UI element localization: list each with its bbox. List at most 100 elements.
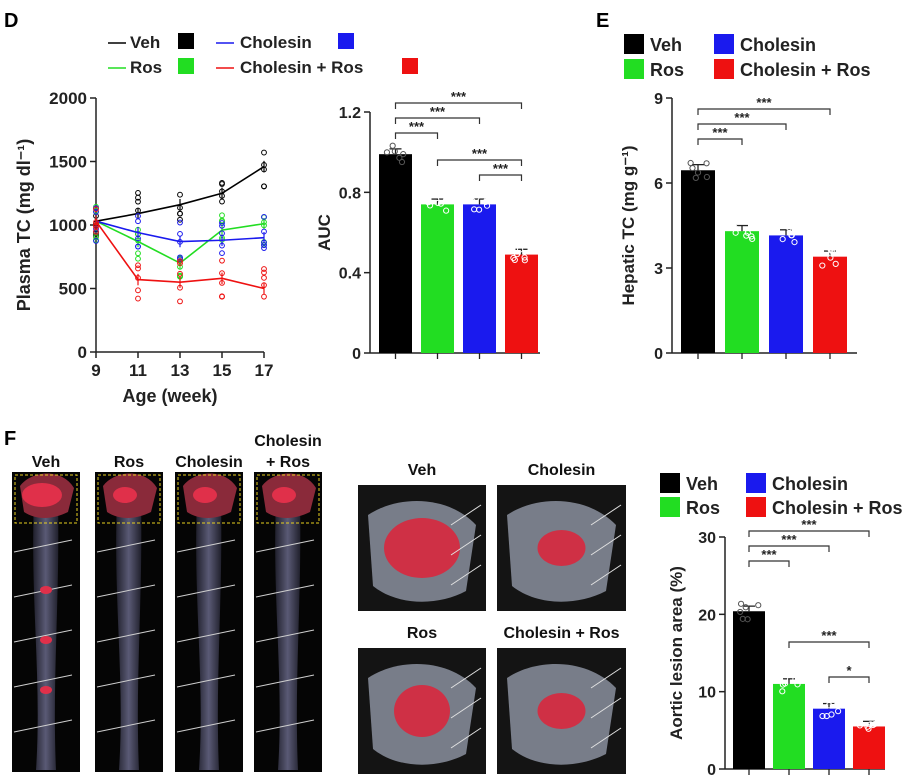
arch-lesion [394, 685, 450, 737]
auc-point [437, 200, 445, 207]
plasma-xtick-label-13: 13 [171, 361, 190, 380]
plasma-point-cholesin-plus-ros [177, 284, 183, 291]
aorta-pin [176, 674, 236, 688]
arch-pin [450, 504, 482, 526]
arch-pin [450, 534, 482, 556]
aorta-pin [255, 674, 315, 688]
aortic-lesion-point [737, 600, 745, 607]
plasma-legend-label-cholesin-plus-ros: Cholesin + Ros [240, 58, 363, 77]
auc-ytick-label-1-2: 1.2 [339, 105, 361, 122]
aortic-legend-swatch-ros [660, 497, 680, 517]
hepatic-tc-ylabel: Hepatic TC (mg g⁻¹) [619, 145, 638, 305]
arch-lesion [537, 530, 586, 566]
aorta-zoom-box [177, 474, 241, 524]
hepatic-tc-sig-bracket [697, 108, 831, 115]
aorta-pin [13, 539, 73, 553]
plasma-point-cholesin [261, 245, 267, 251]
aortic-legend-swatch-cholesin-plus-ros [746, 497, 766, 517]
plasma-point-veh [261, 162, 267, 168]
auc-ytick-label-0: 0 [352, 346, 361, 363]
auc-point [521, 254, 528, 261]
aortic-legend-label-cholesin-plus-ros: Cholesin + Ros [772, 498, 903, 518]
hepatic-tc-sig-bracket [697, 123, 787, 130]
hepatic-tc-ytick-label-9: 9 [654, 91, 663, 108]
plasma-point-cholesin-plus-ros [177, 298, 183, 305]
arch-label-cholesin: Cholesin [528, 462, 596, 479]
photos-layer [12, 472, 626, 774]
hepatic-tc-point [703, 160, 710, 167]
auc-sig-bracket [394, 117, 481, 124]
hepatic-tc-ytick-label-3: 3 [654, 261, 663, 278]
auc-point [510, 254, 517, 262]
plasma-point-cholesin [177, 254, 183, 261]
plasma-point-cholesin-plus-ros [261, 269, 267, 276]
aortic-lesion-sig-bracket [828, 676, 870, 683]
aorta-pin [13, 719, 73, 733]
plasma-point-cholesin-plus-ros [219, 270, 225, 277]
plasma-point-cholesin-plus-ros [219, 293, 225, 300]
aortic-legend-swatch-veh [660, 473, 680, 493]
hepatic-tc-point [779, 235, 786, 243]
aorta-pin [176, 584, 236, 598]
aortic-lesion-point [835, 708, 842, 715]
plasma-point-cholesin [177, 238, 183, 245]
aortic-lesion-bar-veh [733, 611, 765, 769]
aortic-lesion-sig-label: *** [781, 532, 797, 547]
plasma-point-cholesin [219, 250, 225, 257]
plasma-point-cholesin [261, 213, 267, 220]
auc-point [473, 194, 480, 201]
aorta-pin [96, 629, 156, 643]
aortic-lesion-ytick-label-30: 30 [698, 530, 716, 547]
panel-letter-f: F [4, 428, 17, 450]
plasma-point-cholesin-plus-ros [93, 222, 99, 228]
aortic-lesion-sig-label: *** [801, 517, 817, 532]
auc-point [483, 202, 491, 209]
auc-point [517, 246, 524, 253]
aortic-lesion-point [794, 681, 801, 688]
hepatic-tc-point [694, 169, 702, 176]
plasma-point-veh [135, 207, 141, 214]
plasma-legend-label-ros: Ros [130, 58, 162, 77]
aortic-lesion-point [737, 608, 744, 616]
hepatic-legend-swatch-ros [624, 59, 644, 79]
hepatic-tc-sig-label: *** [734, 110, 750, 125]
plasma-point-cholesin-plus-ros [135, 262, 141, 269]
panel-letter-d: D [4, 10, 19, 32]
auc-point [521, 257, 528, 264]
auc-ytick-label-0-4: 0.4 [339, 266, 361, 283]
hepatic-legend-swatch-cholesin [714, 34, 734, 54]
aorta-zoom-box [97, 474, 161, 524]
hepatic-tc-ytick-label-0: 0 [654, 346, 663, 363]
hepatic-legend-swatch-cholesin-plus-ros [714, 59, 734, 79]
hepatic-tc-point [692, 174, 699, 182]
aortic-lesion-sig-bracket [748, 545, 830, 552]
plasma-point-cholesin-plus-ros [219, 279, 225, 286]
arch-lesion [384, 518, 460, 578]
aorta-pin [13, 674, 73, 688]
hepatic-tc-bar-cholesin-plus-ros [813, 256, 847, 353]
panel-letter-e: E [596, 10, 610, 32]
aortic-lesion-point [779, 681, 787, 688]
plasma-point-cholesin [177, 230, 183, 237]
plasma-point-cholesin-plus-ros [177, 258, 183, 265]
aorta-lesion [40, 686, 52, 694]
hepatic-tc-point [786, 224, 793, 231]
plasma-point-cholesin-plus-ros [135, 295, 141, 302]
plasma-legend-label-cholesin: Cholesin [240, 33, 312, 52]
hepatic-tc-sig-label: *** [756, 95, 772, 110]
aortic-lesion-point [779, 688, 786, 695]
aorta-pin [176, 539, 236, 553]
plasma-ytick-label-500: 500 [59, 280, 87, 299]
aortic-lesion-point [825, 702, 833, 709]
plasma-point-cholesin [177, 219, 183, 226]
auc-point [400, 151, 407, 158]
aorta-pin [255, 539, 315, 553]
plasma-ylabel: Plasma TC (mg dl⁻¹) [14, 139, 34, 312]
aorta-label-cholesin: Cholesin [175, 454, 243, 471]
plasma-point-cholesin [219, 222, 225, 229]
hepatic-tc-point [827, 254, 834, 261]
plasma-point-ros [219, 212, 225, 219]
aortic-lesion-point [819, 712, 826, 720]
auc-point [443, 207, 450, 214]
aortic-legend-label-ros: Ros [686, 498, 720, 518]
